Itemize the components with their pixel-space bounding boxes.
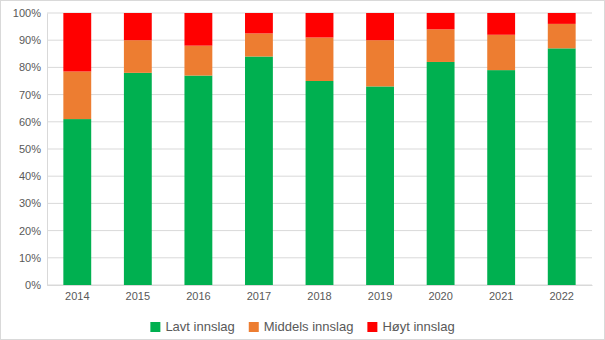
y-tick-label: 90% [19, 34, 41, 46]
y-tick: 90% [19, 34, 47, 46]
y-tick: 100% [13, 7, 47, 19]
x-tick-label: 2021 [489, 290, 513, 302]
legend-swatch [367, 322, 377, 332]
legend-label: Lavt innslag [165, 319, 234, 334]
y-tick-label: 70% [19, 89, 41, 101]
bar [124, 40, 152, 73]
bar [63, 13, 91, 71]
bar [124, 13, 152, 40]
x-tick: 2021 [489, 285, 513, 302]
y-tick: 70% [19, 89, 47, 101]
bar [427, 29, 455, 62]
x-tick: 2014 [65, 285, 89, 302]
bar [306, 13, 334, 37]
y-tick-label: 60% [19, 116, 41, 128]
y-tick: 30% [19, 197, 47, 209]
y-tick-label: 100% [13, 7, 41, 19]
x-tick: 2015 [126, 285, 150, 302]
x-axis: 2014 2015 2016 2017 2018 2019 2020 2021 2022 [48, 285, 593, 302]
grid [47, 13, 592, 285]
x-tick-label: 2020 [428, 290, 452, 302]
bar [184, 13, 212, 46]
x-tick-label: 2014 [65, 290, 89, 302]
y-tick-label: 80% [19, 61, 41, 73]
bar [63, 71, 91, 119]
legend-label: Middels innslag [264, 319, 354, 334]
x-tick: 2022 [549, 285, 573, 302]
legend-item: Lavt innslag [150, 319, 234, 334]
bar [487, 35, 515, 70]
bar [184, 76, 212, 285]
bar [245, 33, 273, 56]
legend-swatch [150, 322, 160, 332]
legend-item: Middels innslag [249, 319, 354, 334]
legend-item: Høyt innslag [367, 319, 454, 334]
bar [487, 13, 515, 35]
x-tick-label: 2015 [126, 290, 150, 302]
x-tick-label: 2022 [549, 290, 573, 302]
y-tick-label: 40% [19, 170, 41, 182]
bar [366, 86, 394, 285]
x-tick: 2019 [368, 285, 392, 302]
x-tick: 2020 [428, 285, 452, 302]
y-tick: 10% [19, 252, 47, 264]
chart-border [1, 1, 605, 340]
y-axis-line [47, 14, 48, 286]
x-tick-label: 2016 [186, 290, 210, 302]
bar [366, 13, 394, 40]
bar-series [63, 13, 575, 71]
y-tick: 60% [19, 116, 47, 128]
bar [306, 37, 334, 81]
y-tick-label: 10% [19, 252, 41, 264]
legend-label: Høyt innslag [382, 319, 454, 334]
y-tick: 80% [19, 61, 47, 73]
bar-series [63, 48, 575, 285]
bar [245, 13, 273, 33]
y-tick: 0% [25, 279, 47, 291]
bar [548, 48, 576, 285]
x-axis-line [48, 285, 593, 286]
x-tick-label: 2019 [368, 290, 392, 302]
bar [124, 73, 152, 285]
x-tick-label: 2018 [307, 290, 331, 302]
bar [548, 13, 576, 24]
chart: 0%10%20%30%40%50%60%70%80%90%100%2014201… [0, 0, 605, 340]
y-tick-label: 50% [19, 143, 41, 155]
bar [63, 119, 91, 285]
bar [427, 13, 455, 29]
y-tick-label: 30% [19, 197, 41, 209]
bar [427, 62, 455, 285]
bar [184, 46, 212, 76]
y-tick-label: 20% [19, 225, 41, 237]
legend-swatch [249, 322, 259, 332]
bar [548, 24, 576, 48]
bar [306, 81, 334, 285]
bar [245, 57, 273, 285]
x-tick: 2017 [247, 285, 271, 302]
y-axis: 0% 10% 20% 30% 40% 50% 60% 70% 80% 90% 100% [13, 7, 48, 291]
bar [366, 40, 394, 86]
x-tick-label: 2017 [247, 290, 271, 302]
x-tick: 2016 [186, 285, 210, 302]
y-tick-label: 0% [25, 279, 41, 291]
y-tick: 20% [19, 225, 47, 237]
y-tick: 50% [19, 143, 47, 155]
bar [487, 70, 515, 285]
y-tick: 40% [19, 170, 47, 182]
bars [63, 13, 575, 285]
x-tick: 2018 [307, 285, 331, 302]
legend: Lavt innslag Middels innslag Høyt innslag [150, 319, 454, 334]
